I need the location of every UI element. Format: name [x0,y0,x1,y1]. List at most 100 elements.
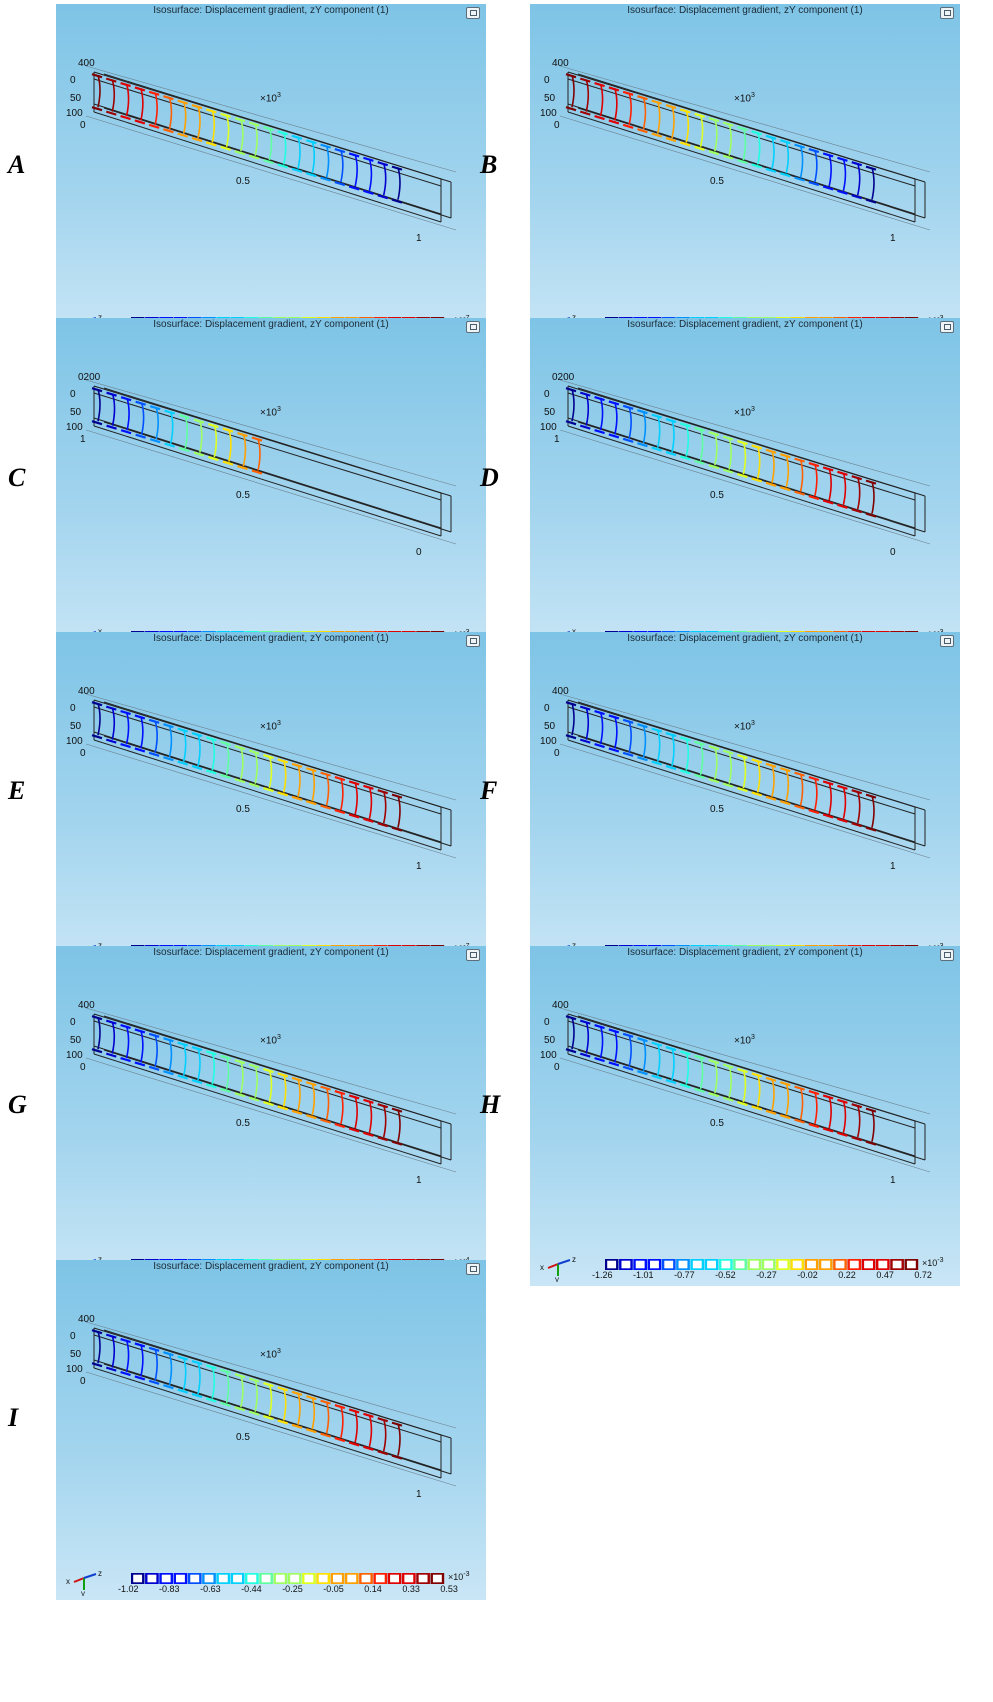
isosurface-contour [599,1025,604,1059]
axis-tick-mid: 0.5 [710,490,724,501]
isosurface-flange-mark [91,1362,103,1368]
isosurface-flange-mark [177,760,189,766]
isosurface-flange-mark [391,1140,403,1146]
isosurface-flange-mark [594,1056,605,1063]
colorbar-swatch [131,1573,145,1584]
isosurface-flange-mark [334,1089,346,1096]
isosurface-contour [842,472,847,506]
isosurface-flange-mark [737,786,748,793]
isosurface-flange-mark [234,778,246,784]
isosurface-flange-mark [622,751,634,757]
triad-label: x [572,627,576,636]
axis-scale-label: ×103 [260,1348,281,1361]
isosurface-flange-mark [808,180,820,187]
axis-tick-y: 0 [544,703,550,714]
isosurface-flange-mark [751,444,763,450]
isosurface-flange-mark [377,1450,389,1456]
isosurface-flange-mark [765,134,777,140]
isosurface-flange-mark [248,782,260,788]
isosurface-flange-mark [291,1423,303,1429]
isosurface-contour [628,92,632,126]
beam-edge [577,73,926,183]
isosurface-contour [182,729,187,762]
isosurface-flange-mark [722,121,734,127]
isosurface-flange-mark [651,727,663,733]
window-icon[interactable] [940,321,954,333]
isosurface-flange-mark [665,1078,677,1085]
isosurface-flange-mark [120,114,131,121]
isosurface-flange-mark [565,387,577,393]
isosurface-flange-mark [222,460,234,466]
beam-edge [567,103,916,215]
isosurface-flange-mark [91,1329,103,1335]
isosurface-flange-mark [679,108,691,114]
isosurface-contour [628,406,632,440]
isosurface-flange-mark [737,125,748,132]
axis-tick-end: 1 [890,1175,896,1186]
isosurface-contour [699,428,704,462]
axis-tick-y: 0 [554,1062,560,1073]
isosurface-flange-mark [91,106,103,112]
beam-plot [559,65,931,231]
isosurface-contour [297,1392,301,1426]
isosurface-flange-mark [205,769,217,775]
isosurface-contour [382,1419,387,1452]
panel-label-g: G [8,1090,27,1119]
isosurface-contour [240,119,244,152]
isosurface-flange-mark [679,141,691,147]
isosurface-flange-mark [808,461,820,468]
isosurface-contour [785,455,790,488]
beam-edge [85,1007,457,1115]
isosurface-flange-mark [851,161,863,167]
isosurface-flange-mark [220,1087,231,1093]
isosurface-flange-mark [320,1399,331,1405]
isosurface-flange-mark [220,1368,231,1374]
isosurface-flange-mark [608,119,620,125]
isosurface-contour [728,123,732,156]
plot-panel-g: Isosurface: Displacement gradient, zY co… [56,946,486,1286]
isosurface-contour [771,1078,775,1112]
plot-panel-h: Isosurface: Displacement gradient, zY co… [530,946,960,1286]
axis-tick-y: 0 [544,1017,550,1028]
isosurface-flange-mark [363,817,374,823]
axis-tick-y: 50 [544,1035,556,1046]
colorbar-swatch [145,1573,159,1584]
isosurface-flange-mark [851,822,863,828]
isosurface-flange-mark [91,387,103,393]
window-icon[interactable] [466,635,480,647]
isosurface-contour [368,1414,373,1448]
axis-scale-label: ×103 [260,406,281,419]
isosurface-flange-mark [637,723,648,729]
isosurface-contour [585,1021,590,1054]
isosurface-flange-mark [622,718,634,724]
colorbar-tick-label: -0.83 [159,1584,180,1594]
window-icon[interactable] [940,635,954,647]
panel-title: Isosurface: Displacement gradient, zY co… [627,633,863,644]
isosurface-flange-mark [148,751,160,757]
window-icon[interactable] [466,1263,480,1275]
window-icon[interactable] [466,321,480,333]
isosurface-flange-mark [248,749,260,755]
isosurface-flange-mark [637,1070,648,1076]
axis-tick-top: 0200 [552,372,575,383]
isosurface-flange-mark [163,1037,174,1043]
isosurface-flange-mark [637,1037,648,1043]
isosurface-contour [228,429,232,462]
beam-edge [93,1053,442,1165]
axis-tick-y: 0 [70,75,76,86]
colorbar-swatch [704,1259,719,1270]
isosurface-contour [340,1405,344,1439]
isosurface-contour [311,1397,316,1430]
window-icon[interactable] [466,949,480,961]
isosurface-flange-mark [277,1072,289,1078]
panel-title: Isosurface: Displacement gradient, zY co… [153,947,389,958]
colorbar-swatch [401,1573,416,1584]
window-icon[interactable] [940,7,954,19]
panel-label-c: C [8,463,26,492]
axis-tick-mid: 0.5 [710,176,724,187]
isosurface-flange-mark [708,745,720,751]
window-icon[interactable] [940,949,954,961]
window-icon[interactable] [466,7,480,19]
isosurface-flange-mark [391,165,403,171]
panel-label-e: E [8,776,26,805]
